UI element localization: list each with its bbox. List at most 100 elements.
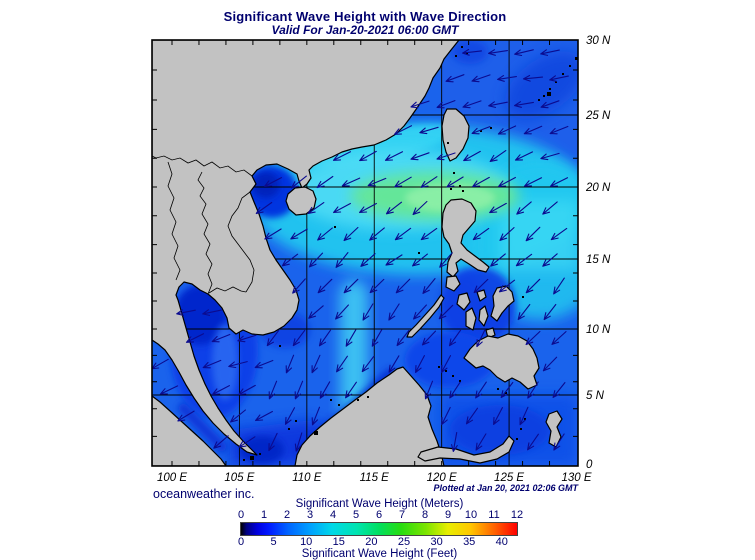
meters-tick-label: 3 [306, 509, 314, 521]
country-border [152, 155, 253, 177]
colorbar-title-feet: Significant Wave Height (Feet) [301, 548, 458, 560]
chart-title: Significant Wave Height with Wave Direct… [223, 9, 507, 24]
landmass [441, 108, 470, 162]
lon-axis-label: 130 E [561, 472, 591, 484]
lon-axis-label: 125 E [494, 472, 524, 484]
small-island [516, 438, 518, 440]
small-island [447, 142, 449, 144]
landmass [152, 395, 227, 466]
small-island [455, 55, 457, 57]
feet-tick-label: 40 [495, 536, 508, 548]
small-island [520, 428, 522, 430]
small-island [459, 185, 461, 187]
small-island [461, 46, 463, 48]
small-island [549, 88, 551, 90]
feet-tick-label: 10 [300, 536, 313, 548]
small-island [330, 399, 332, 401]
feet-tick-label: 0 [237, 536, 245, 548]
lat-axis-label: 10 N [586, 324, 611, 336]
feet-tick-label: 30 [430, 536, 443, 548]
landmass [417, 435, 515, 464]
small-island [462, 190, 464, 192]
small-island [569, 65, 571, 67]
small-island [243, 459, 245, 461]
small-island [505, 392, 507, 394]
feet-tick-label: 5 [270, 536, 277, 548]
small-island [452, 375, 454, 377]
plotted-timestamp: Plotted at Jan 20, 2021 02:06 GMT [433, 483, 578, 493]
small-island [295, 420, 297, 422]
small-island [453, 172, 455, 174]
landmass [463, 333, 540, 390]
lat-axis-label: 20 N [585, 182, 611, 194]
small-island [279, 345, 281, 347]
lon-axis-label: 105 E [224, 472, 254, 484]
small-island [438, 366, 440, 368]
small-island [555, 81, 557, 83]
meters-tick-label: 9 [444, 509, 452, 521]
ocean-wave-field [152, 40, 578, 466]
small-island [334, 226, 336, 228]
small-island [357, 399, 359, 401]
feet-tick-label: 20 [365, 536, 378, 548]
country-border [167, 161, 181, 281]
landmass [476, 289, 487, 302]
meters-tick-label: 4 [329, 509, 337, 521]
map-frame [151, 39, 579, 467]
chart-subtitle: Valid For Jan-20-2021 06:00 GMT [271, 23, 459, 37]
small-island [250, 456, 254, 460]
country-border [208, 286, 247, 294]
lon-axis-label: 120 E [427, 472, 457, 484]
colorbar [240, 522, 518, 536]
feet-tick-label: 35 [463, 536, 476, 548]
country-border [197, 171, 213, 295]
meters-tick-label: 8 [421, 509, 429, 521]
small-island [338, 404, 340, 406]
colorbar-title-meters: Significant Wave Height (Meters) [295, 498, 464, 510]
meters-tick-label: 0 [237, 509, 245, 521]
small-island [522, 296, 524, 298]
landmass [285, 186, 317, 216]
lon-axis-label: 100 E [157, 472, 187, 484]
small-island [480, 130, 482, 132]
landmass [152, 40, 460, 456]
lat-axis-label: 30 N [586, 35, 611, 47]
landmass [456, 292, 471, 311]
oceanweather-credit: oceanweather inc. [153, 487, 255, 501]
small-island [562, 73, 564, 75]
lat-axis-label: 15 N [586, 254, 611, 266]
small-island [450, 188, 452, 190]
landmass [465, 307, 477, 331]
landmass [294, 366, 445, 466]
axis-ticks [152, 40, 578, 466]
small-island [445, 370, 447, 372]
meters-tick-label: 10 [464, 509, 478, 521]
wave-direction-arrows [152, 48, 569, 452]
landmass [490, 285, 515, 322]
small-island [314, 431, 318, 435]
small-island [538, 99, 540, 101]
meters-tick-label: 6 [375, 509, 383, 521]
feet-tick-label: 25 [397, 536, 411, 548]
country-border [227, 191, 255, 293]
landmass [478, 305, 489, 327]
small-island [288, 428, 290, 430]
small-island [259, 453, 261, 455]
small-island [575, 57, 578, 60]
lon-axis-label: 110 E [292, 472, 322, 484]
small-island [367, 396, 369, 398]
small-island [524, 418, 526, 420]
small-island [490, 127, 492, 129]
small-island [459, 380, 461, 382]
small-island [418, 252, 420, 254]
lat-axis-label: 25 N [585, 110, 611, 122]
small-island [547, 92, 551, 96]
meters-tick-label: 7 [398, 509, 406, 521]
landmass [441, 198, 490, 278]
landmass [445, 275, 461, 292]
meters-tick-label: 11 [488, 509, 500, 521]
feet-tick-label: 15 [332, 536, 345, 548]
small-island [497, 388, 499, 390]
